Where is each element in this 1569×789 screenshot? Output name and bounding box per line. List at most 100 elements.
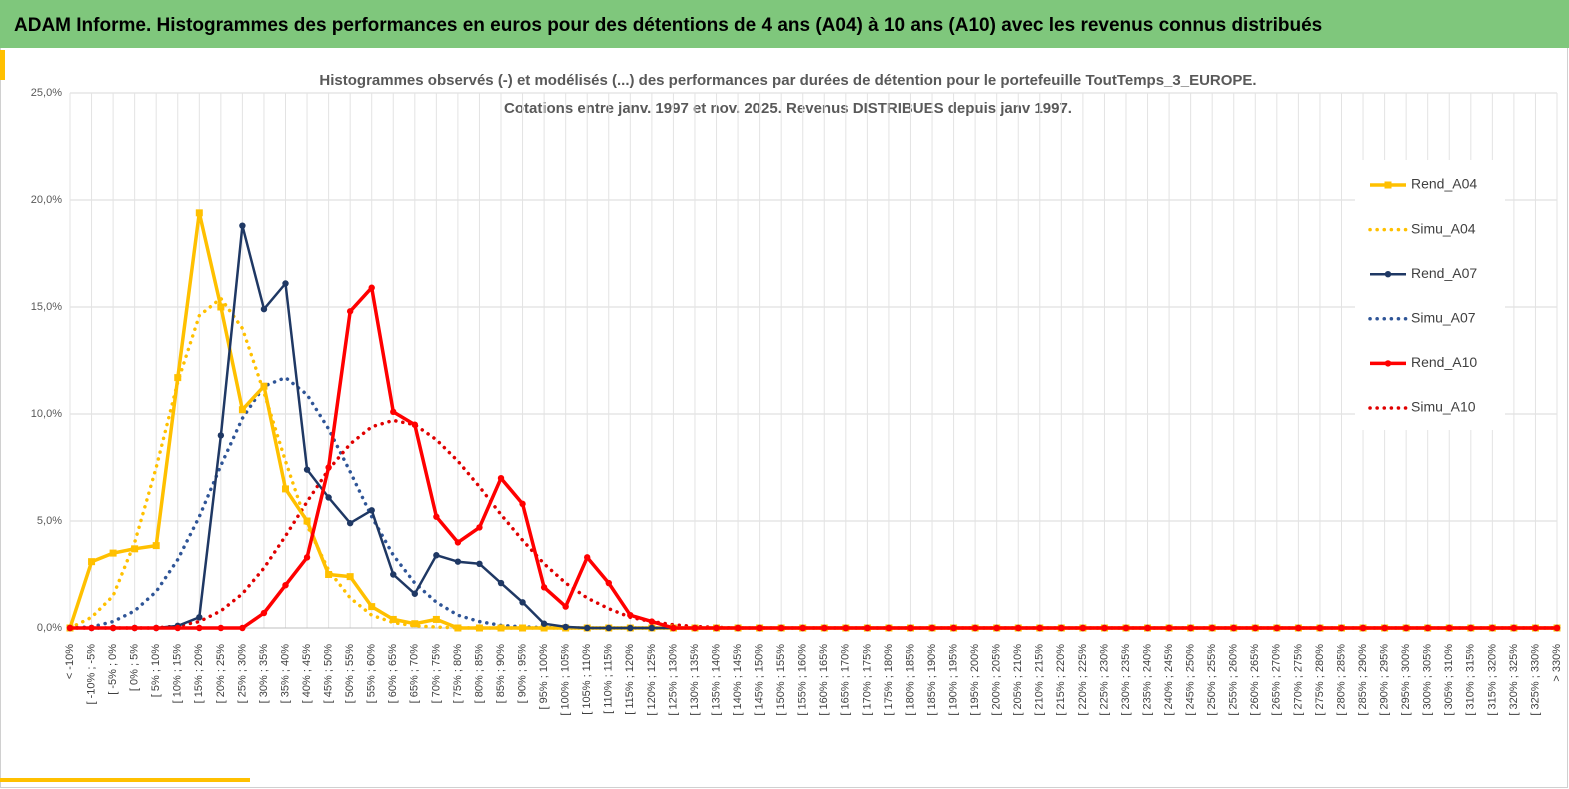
point — [239, 222, 246, 229]
point — [475, 624, 483, 632]
x-tick-label: [ 45% ; 50% — [323, 644, 335, 704]
x-tick-label: > 330% — [1551, 644, 1563, 682]
point — [562, 603, 569, 610]
point — [217, 432, 225, 439]
x-tick-label: [ 150% ; 155% — [775, 644, 787, 716]
x-tick-label: [ 245% ; 250% — [1185, 644, 1197, 716]
legend-label: Simu_A04 — [1411, 220, 1476, 236]
point — [1079, 624, 1087, 632]
point — [66, 624, 74, 632]
point — [497, 624, 505, 632]
point — [433, 552, 440, 559]
x-tick-label: [ 290% ; 295% — [1379, 644, 1391, 716]
point — [88, 624, 95, 632]
point — [627, 611, 634, 619]
x-tick-label: [ 170% ; 175% — [861, 644, 873, 716]
point — [648, 618, 656, 625]
point — [562, 623, 569, 631]
point — [109, 624, 117, 632]
point — [260, 382, 268, 390]
x-tick-label: [ 125% ; 130% — [667, 644, 679, 716]
point — [303, 554, 311, 561]
point — [1359, 624, 1367, 632]
x-tick-label: [ 105% ; 110% — [581, 644, 593, 715]
x-tick-label: [ 190% ; 195% — [947, 644, 959, 716]
x-tick-label: [ 35% ; 40% — [279, 644, 291, 704]
legend-marker — [1384, 181, 1392, 189]
point — [282, 582, 289, 589]
point — [756, 624, 763, 632]
point — [1489, 624, 1496, 632]
x-tick-label: [ 235% ; 240% — [1141, 644, 1153, 716]
x-tick-label: [ 140% ; 145% — [732, 644, 744, 716]
x-tick-label: [ 90% ; 95% — [516, 644, 528, 704]
point — [627, 624, 634, 632]
x-tick-label: [ 65% ; 70% — [409, 644, 421, 704]
point — [1252, 624, 1259, 632]
point — [131, 624, 138, 632]
series-line — [70, 285, 1557, 630]
y-tick-label: 25,0% — [31, 87, 62, 99]
point — [519, 500, 526, 508]
point — [109, 549, 117, 557]
point — [346, 519, 354, 527]
legend-label: Rend_A07 — [1411, 265, 1477, 281]
x-tick-label: [ 175% ; 180% — [883, 644, 895, 716]
x-tick-label: [ 145% ; 150% — [754, 644, 766, 716]
plot — [66, 209, 1561, 632]
legend-marker — [1384, 360, 1392, 367]
point — [174, 374, 182, 382]
point — [842, 624, 850, 632]
y-tick-label: 15,0% — [31, 301, 62, 313]
x-tick-label: [ 200% ; 205% — [991, 644, 1003, 716]
point — [605, 579, 612, 587]
point — [950, 624, 957, 632]
point — [303, 466, 311, 473]
x-tick-label: [ 300% ; 305% — [1422, 644, 1434, 716]
point — [907, 624, 914, 632]
x-tick-label: [ 205% ; 210% — [1012, 644, 1024, 716]
x-tick-label: [ 60% ; 65% — [387, 644, 399, 704]
point — [734, 624, 742, 632]
point — [390, 408, 397, 416]
x-tick-label: [ 195% ; 200% — [969, 644, 981, 716]
point — [1101, 624, 1108, 632]
point — [1208, 624, 1216, 632]
point — [239, 624, 246, 632]
point — [411, 590, 419, 597]
x-tick-label: [ 325% ; 330% — [1529, 644, 1541, 716]
point — [1058, 624, 1065, 632]
point — [325, 464, 332, 471]
x-tick-label: [ 55% ; 60% — [366, 644, 378, 704]
point — [390, 571, 397, 578]
point — [346, 573, 354, 581]
point — [88, 558, 96, 566]
point — [433, 513, 440, 520]
point — [1295, 624, 1302, 632]
x-tick-label: [ 220% ; 225% — [1077, 644, 1089, 716]
point — [196, 624, 203, 632]
legend-label: Rend_A04 — [1411, 176, 1477, 192]
x-tick-label: [ 285% ; 290% — [1357, 644, 1369, 716]
x-tick-label: < -10% — [64, 644, 76, 679]
point — [713, 624, 720, 632]
point — [1446, 624, 1453, 632]
point — [368, 507, 375, 514]
point — [476, 524, 483, 531]
point — [1467, 624, 1474, 632]
x-tick-label: [ 240% ; 245% — [1163, 644, 1175, 716]
point — [368, 603, 376, 611]
x-tick-label: [ 115% ; 120% — [624, 644, 636, 715]
point — [540, 584, 548, 591]
point — [454, 539, 462, 546]
x-tick-label: [ 70% ; 75% — [430, 644, 442, 704]
point — [1402, 624, 1410, 632]
header-band — [0, 0, 1569, 48]
point — [540, 624, 548, 632]
point — [777, 624, 785, 632]
point — [540, 620, 548, 627]
x-tick-label: [ 305% ; 310% — [1443, 644, 1455, 716]
x-tick-label: [ 180% ; 185% — [904, 644, 916, 716]
